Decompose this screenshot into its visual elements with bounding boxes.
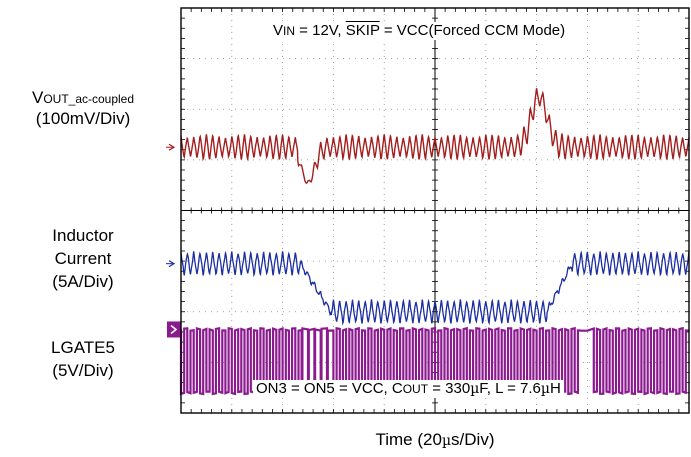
lgate5-marker — [167, 321, 181, 338]
lgate5-label: LGATE5 (5V/Div) — [2, 336, 164, 382]
x-label-prefix: Time (20 — [375, 430, 442, 449]
vin-sub: IN — [283, 24, 296, 38]
x-axis-label: Time (20µs/Div) — [181, 430, 689, 451]
vout-name-sub: OUT_ac-coupled — [43, 92, 135, 106]
mu-symbol-2: µ — [540, 381, 550, 397]
inductor-scale: (5A/Div) — [52, 272, 114, 291]
cout-value: = 330 — [428, 380, 471, 397]
on-text: ON3 = ON5 = VCC, C — [256, 380, 403, 397]
vout-scale: (100mV/Div) — [35, 109, 131, 128]
x-label-mu: µ — [441, 433, 452, 449]
vout-label: VOUT_ac-coupled (100mV/Div) — [2, 88, 164, 129]
vout-name: V — [31, 88, 44, 107]
cout-sub: OUT — [402, 382, 429, 396]
inductor-current-trace — [180, 250, 690, 326]
vout-trace — [180, 88, 690, 184]
vin-v: V — [273, 22, 284, 39]
bottom-annotation: ON3 = ON5 = VCC, COUT = 330µF, L = 7.6µH — [253, 380, 564, 398]
x-label-suffix: s/Div) — [451, 430, 495, 449]
henry-unit: H — [549, 380, 561, 397]
l-value: F, L = 7.6 — [479, 380, 541, 397]
lgate5-name: LGATE5 — [51, 338, 115, 357]
channel-markers — [166, 143, 181, 338]
skip-label: SKIP — [345, 22, 380, 39]
lgate5-scale: (5V/Div) — [52, 361, 114, 380]
vin-value: = 12V, — [295, 22, 346, 39]
inductor-current-label: Inductor Current (5A/Div) — [2, 224, 164, 293]
plot-frame — [180, 7, 690, 414]
inductor-name-line-2: Current — [54, 249, 112, 268]
mu-symbol-1: µ — [470, 381, 480, 397]
lgate5-marker-arrow — [170, 324, 178, 335]
inductor-name-line-1: Inductor — [52, 226, 114, 245]
mode-text: = VCC(Forced CCM Mode) — [379, 22, 566, 39]
top-annotation: VIN = 12V, SKIP = VCC(Forced CCM Mode) — [270, 22, 569, 40]
